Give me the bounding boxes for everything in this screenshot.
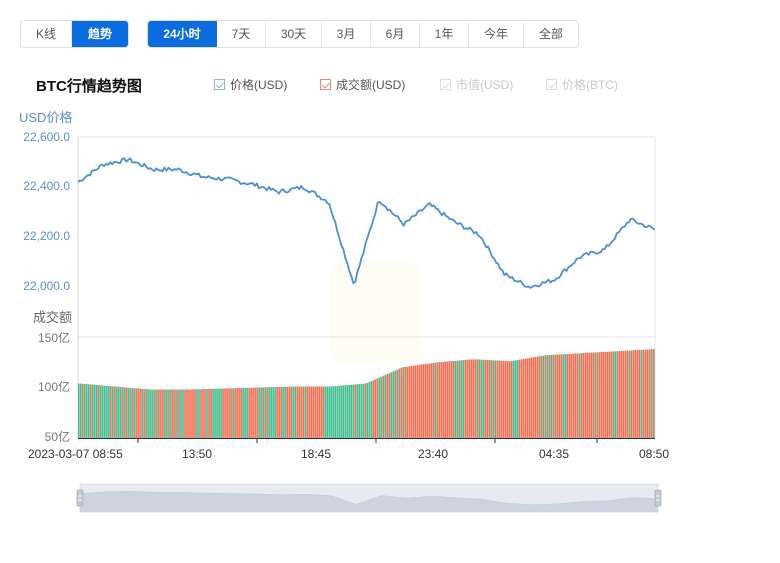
checkbox-icon[interactable]: [440, 79, 451, 90]
range-24h-button[interactable]: 24小时: [148, 21, 217, 47]
legend-volume-usd[interactable]: 成交额(USD): [320, 76, 405, 93]
volume-axis-title: 成交额: [33, 310, 73, 325]
price-axis-title: USD价格: [19, 110, 73, 125]
legend-price-btc[interactable]: 价格(BTC): [546, 76, 618, 93]
price-tick: 22,600.0: [23, 130, 70, 144]
range-30d-button[interactable]: 30天: [266, 21, 322, 47]
price-line: [77, 157, 656, 289]
range-all-button[interactable]: 全部: [524, 21, 578, 47]
slider-left-handle[interactable]: [76, 489, 84, 507]
range-7d-button[interactable]: 7天: [217, 21, 266, 47]
slider-preview-area: [79, 491, 659, 513]
view-toggle-group: K线 趋势: [20, 20, 129, 48]
volume-y-ticks: 150亿 100亿 50亿: [38, 330, 70, 444]
time-range-group: 24小时 7天 30天 3月 6月 1年 今年 全部: [147, 20, 579, 48]
range-1y-button[interactable]: 1年: [420, 21, 469, 47]
legend-label: 价格(BTC): [562, 78, 618, 92]
legend-label: 价格(USD): [230, 78, 288, 92]
slider-selected-range[interactable]: [80, 484, 658, 512]
legend-price-usd[interactable]: 价格(USD): [214, 76, 287, 93]
x-tick-label: 04:35: [539, 447, 569, 461]
range-3m-button[interactable]: 3月: [322, 21, 371, 47]
x-tick-label: 13:50: [182, 447, 212, 461]
range-6m-button[interactable]: 6月: [371, 21, 420, 47]
kline-view-button[interactable]: K线: [21, 21, 72, 47]
x-axis-ticks: [137, 438, 598, 443]
trend-view-button[interactable]: 趋势: [72, 21, 128, 47]
volume-tick: 50亿: [45, 429, 70, 444]
chart-title: BTC行情趋势图: [36, 78, 142, 95]
checkbox-icon[interactable]: [214, 79, 225, 90]
x-tick-label: 23:40: [418, 447, 448, 461]
legend-label: 市值(USD): [456, 78, 514, 92]
price-tick: 22,400.0: [23, 179, 70, 193]
volume-tick: 100亿: [38, 379, 70, 394]
legend-market-cap-usd[interactable]: 市值(USD): [440, 76, 513, 93]
checkbox-icon[interactable]: [320, 79, 331, 90]
price-y-ticks: 22,600.0 22,400.0 22,200.0 22,000.0: [23, 130, 70, 293]
volume-bars: [78, 349, 655, 438]
x-axis-labels: 2023-03-07 08:55 13:50 18:45 23:40 04:35…: [28, 447, 669, 461]
price-tick: 22,000.0: [23, 279, 70, 293]
price-tick: 22,200.0: [23, 229, 70, 243]
x-tick-label: 18:45: [301, 447, 331, 461]
watermark-logo-icon: [330, 262, 420, 362]
volume-tick: 150亿: [38, 330, 70, 345]
checkbox-icon[interactable]: [546, 79, 557, 90]
range-ytd-button[interactable]: 今年: [469, 21, 524, 47]
data-zoom-slider[interactable]: [76, 483, 662, 513]
legend-label: 成交额(USD): [336, 78, 406, 92]
x-tick-label: 08:50: [639, 447, 669, 461]
x-tick-label: 2023-03-07 08:55: [28, 447, 123, 461]
slider-right-handle[interactable]: [654, 489, 662, 507]
